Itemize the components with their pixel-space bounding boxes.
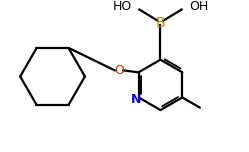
Text: O: O [114, 64, 124, 77]
Text: B: B [156, 16, 165, 29]
Text: HO: HO [113, 0, 132, 13]
Text: OH: OH [189, 0, 208, 13]
Text: N: N [130, 93, 141, 106]
